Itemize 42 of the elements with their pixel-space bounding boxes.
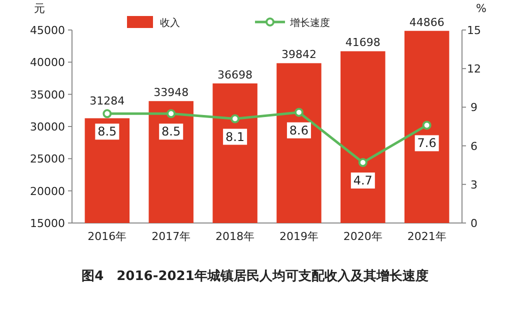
y-tick-label: 25000 [30,152,65,166]
legend-label: 增长速度 [289,17,330,29]
y-tick-label: 35000 [30,88,65,102]
y-tick-label: 45000 [30,24,65,37]
y-axis-title: 元 [34,2,45,15]
x-tick-label: 2019年 [279,230,318,243]
point [358,158,368,168]
data-label: 8.1 [225,130,245,144]
point [166,109,176,118]
point [294,108,304,117]
y2-tick-label: 3 [470,178,478,192]
data-label: 39842 [281,48,316,62]
data-label: 36698 [218,68,253,82]
point [102,109,112,118]
data-label: 8.5 [98,124,117,139]
point [230,114,240,124]
y-tick-label: 30000 [30,120,65,134]
y2-tick-label: 0 [470,217,478,230]
y-tick-label: 15000 [30,217,65,230]
y2-tick-label: 15 [467,24,481,37]
data-label: 7.6 [417,136,436,150]
x-tick-label: 2018年 [216,230,255,243]
data-label: 4.7 [353,174,372,188]
x-tick-label: 2017年 [152,230,191,243]
text: 图4 2016-2021年城镇居民人均可支配收入及其增长速度 [82,268,428,284]
y-tick-label: 20000 [30,184,65,198]
legend-label: 收入 [160,17,180,29]
point [422,120,432,130]
x-tick-label: 2016年 [88,230,127,243]
data-label: 8.6 [289,123,309,138]
y2-tick-label: 6 [470,140,478,153]
data-label: 33948 [154,86,189,100]
y2-tick-label: 12 [467,62,481,76]
y2-tick-label: 9 [470,101,478,114]
data-label: 8.5 [162,124,181,139]
data-label: 41698 [345,36,380,50]
data-label: 31284 [90,94,125,108]
y-tick-label: 40000 [30,56,65,70]
x-tick-label: 2020年 [343,230,382,243]
x-tick-label: 2021年 [407,230,446,243]
data-label: 44866 [409,16,444,29]
y2-axis-title: % [476,2,486,15]
